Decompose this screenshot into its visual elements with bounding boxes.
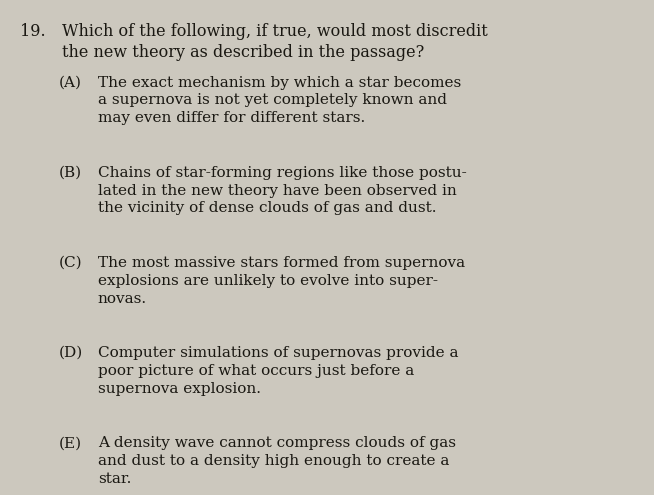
Text: (E): (E) [59, 436, 82, 450]
Text: The exact mechanism by which a star becomes
a supernova is not yet completely kn: The exact mechanism by which a star beco… [98, 76, 461, 125]
Text: Chains of star-forming regions like those postu-
lated in the new theory have be: Chains of star-forming regions like thos… [98, 166, 466, 215]
Text: (B): (B) [59, 166, 82, 180]
Text: (C): (C) [59, 256, 82, 270]
Text: The most massive stars formed from supernova
explosions are unlikely to evolve i: The most massive stars formed from super… [98, 256, 465, 305]
Text: (A): (A) [59, 76, 82, 90]
Text: Which of the following, if true, would most discredit
the new theory as describe: Which of the following, if true, would m… [62, 23, 488, 61]
Text: (D): (D) [59, 346, 83, 360]
Text: Computer simulations of supernovas provide a
poor picture of what occurs just be: Computer simulations of supernovas provi… [98, 346, 458, 396]
Text: 19.: 19. [20, 23, 46, 40]
Text: A density wave cannot compress clouds of gas
and dust to a density high enough t: A density wave cannot compress clouds of… [98, 436, 456, 486]
